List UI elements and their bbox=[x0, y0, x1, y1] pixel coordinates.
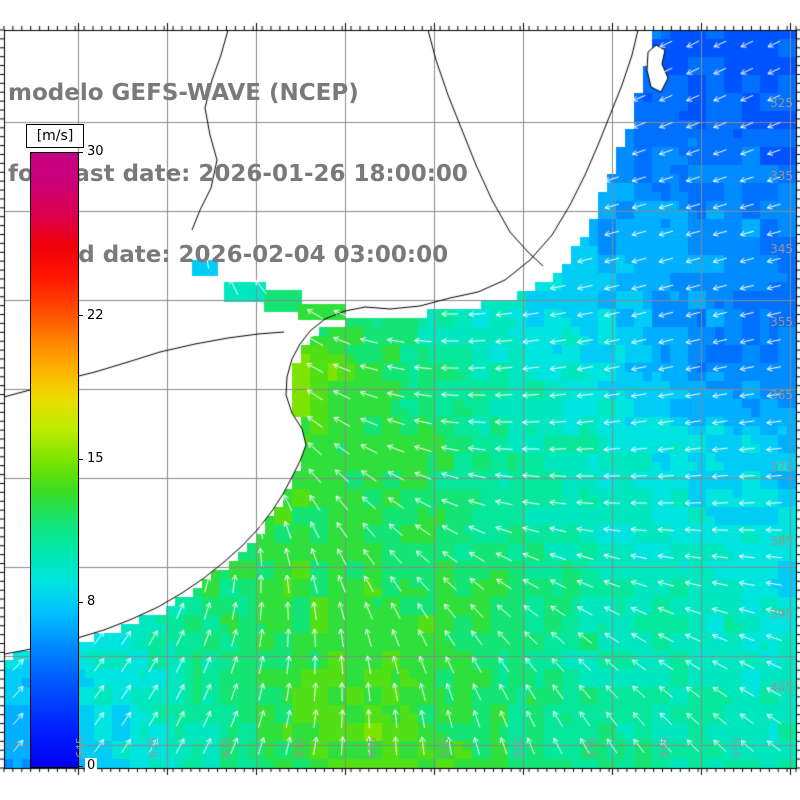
bottom-axis-label: 595 bbox=[439, 737, 452, 758]
right-axis-label: 345 bbox=[770, 242, 793, 256]
bottom-axis-label: 575 bbox=[585, 737, 598, 758]
colorbar-tick-mark bbox=[78, 601, 83, 603]
colorbar-tick-label: 0 bbox=[85, 758, 98, 773]
bottom-axis-label: 605 bbox=[366, 737, 379, 758]
right-axis-label: 385 bbox=[770, 534, 793, 548]
colorbar-tick-label: 15 bbox=[85, 451, 106, 466]
right-axis-label: 375 bbox=[770, 461, 793, 475]
right-axis-label: 335 bbox=[770, 169, 793, 183]
right-axis-label: 325 bbox=[770, 96, 793, 110]
right-axis-label: 405 bbox=[770, 680, 793, 694]
right-axis-label: 395 bbox=[770, 607, 793, 621]
colorbar-tick-label: 8 bbox=[85, 594, 98, 610]
colorbar-unit-label: [m/s] bbox=[36, 128, 74, 144]
model-title: modelo GEFS-WAVE (NCEP) bbox=[8, 80, 359, 106]
bottom-axis-label: 585 bbox=[512, 737, 525, 758]
right-axis-label: 355 bbox=[770, 315, 793, 329]
colorbar-tick-label: 22 bbox=[85, 307, 106, 323]
right-axis-label: 365 bbox=[770, 388, 793, 402]
colorbar-tick-mark bbox=[78, 765, 83, 767]
bottom-axis-label: 555 bbox=[731, 737, 744, 758]
bottom-axis-label: 645 bbox=[74, 737, 87, 758]
colorbar-tick-mark bbox=[78, 315, 83, 317]
bottom-axis-label: 615 bbox=[293, 737, 306, 758]
colorbar-tick-label: 30 bbox=[85, 144, 106, 159]
bottom-axis-label: 565 bbox=[658, 737, 671, 758]
colorbar-tick-mark bbox=[78, 458, 83, 460]
bottom-axis-label: 635 bbox=[147, 737, 160, 758]
colorbar-gradient bbox=[30, 152, 79, 768]
bottom-axis-label: 625 bbox=[220, 737, 233, 758]
colorbar-tick-mark bbox=[78, 151, 83, 153]
colorbar-unit-box: [m/s] bbox=[26, 124, 84, 148]
